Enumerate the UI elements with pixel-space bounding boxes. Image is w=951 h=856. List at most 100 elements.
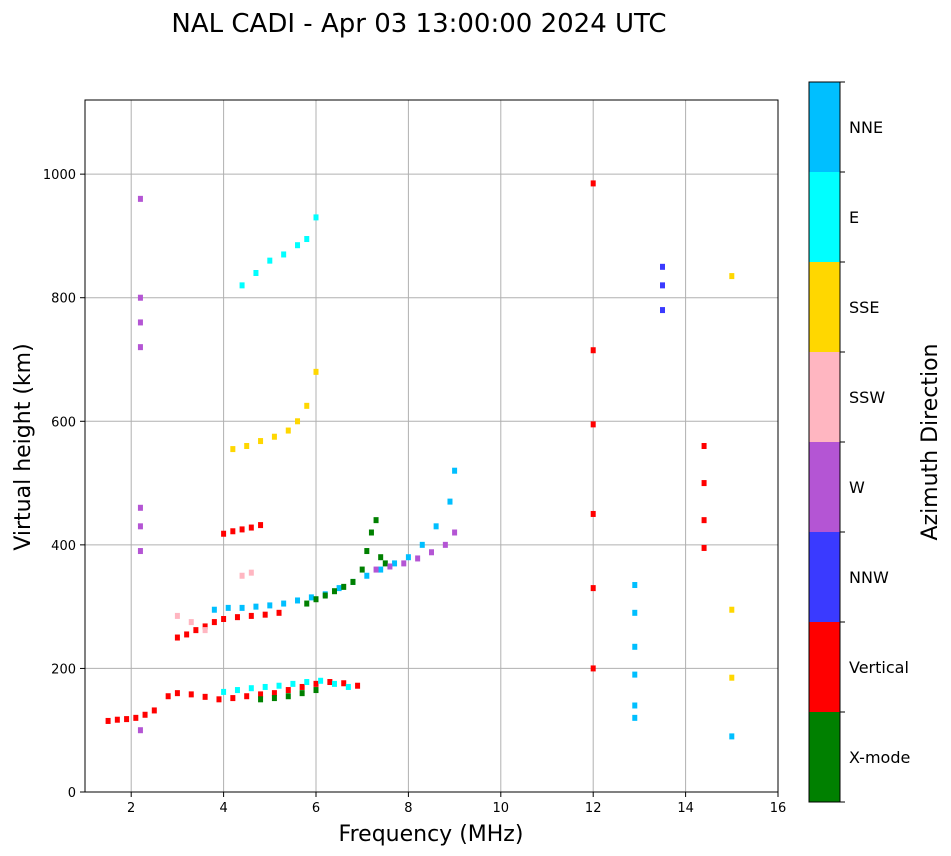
data-point: [137, 195, 143, 202]
y-tick-label: 400: [51, 539, 76, 554]
data-point: [632, 714, 638, 721]
data-point: [267, 257, 273, 264]
data-point: [295, 418, 301, 425]
chart-title: NAL CADI - Apr 03 13:00:00 2024 UTC: [171, 9, 666, 39]
data-point: [341, 680, 347, 687]
data-point: [137, 319, 143, 326]
data-point: [137, 294, 143, 301]
data-point: [355, 682, 361, 689]
data-point: [248, 612, 254, 619]
data-point: [105, 717, 111, 724]
data-point: [660, 282, 665, 289]
data-point: [211, 619, 217, 626]
data-point: [253, 270, 259, 276]
grid: [85, 100, 779, 793]
data-point: [188, 619, 194, 626]
data-point: [313, 596, 319, 603]
data-point: [165, 693, 171, 700]
colorbar-tick-label: SSW: [849, 388, 885, 407]
data-point: [193, 627, 199, 634]
data-point: [114, 716, 120, 723]
data-points: [105, 180, 735, 740]
data-point: [590, 665, 596, 672]
x-tick-label: 12: [585, 801, 602, 816]
data-point: [660, 307, 665, 314]
series-sse: [729, 273, 735, 681]
data-point: [322, 592, 328, 599]
data-point: [239, 282, 245, 289]
data-point: [729, 733, 735, 740]
data-point: [262, 611, 268, 618]
data-point: [258, 691, 264, 698]
data-point: [632, 609, 638, 616]
colorbar-label: Azimuth Direction: [918, 343, 943, 540]
data-point: [271, 690, 277, 697]
data-point: [174, 690, 180, 697]
y-axis-label: Virtual height (km): [11, 343, 36, 550]
series-w: [373, 529, 458, 573]
colorbar-tick-label: X-mode: [849, 748, 910, 767]
plot-frame: [84, 99, 779, 793]
data-point: [258, 696, 264, 703]
data-point: [447, 498, 453, 505]
data-point: [729, 674, 735, 681]
data-point: [415, 555, 421, 562]
data-point: [267, 602, 273, 609]
colorbar-tick-label: Vertical: [849, 658, 909, 677]
colorbar-segment: [809, 712, 840, 802]
data-point: [299, 690, 305, 697]
colorbar-segment: [809, 442, 840, 532]
series-ssw: [174, 569, 254, 634]
data-point: [230, 528, 236, 535]
data-point: [429, 549, 434, 556]
data-point: [345, 683, 351, 690]
colorbar-tick-label: NNW: [849, 568, 889, 587]
data-point: [313, 214, 319, 221]
colorbar-segment: [809, 622, 840, 712]
data-point: [701, 517, 707, 524]
data-point: [341, 583, 347, 590]
series-vertical: [221, 522, 264, 537]
series-e: [221, 677, 351, 695]
data-point: [276, 609, 282, 616]
series-w: [137, 195, 143, 734]
x-tick-label: 8: [404, 801, 412, 816]
data-point: [350, 578, 356, 585]
data-point: [433, 523, 439, 530]
data-point: [590, 421, 596, 428]
colorbar-segment: [809, 172, 840, 262]
colorbar-tick-label: NNE: [849, 118, 883, 137]
x-axis-ticks: 2 4 6 8 10 12 14 16: [127, 792, 786, 816]
data-point: [202, 623, 208, 630]
y-tick-label: 600: [51, 415, 76, 430]
data-point: [262, 683, 268, 690]
data-point: [632, 702, 638, 709]
data-point: [359, 566, 365, 573]
data-point: [234, 614, 240, 621]
data-point: [304, 600, 310, 607]
colorbar-segment: [809, 532, 840, 622]
data-point: [216, 696, 222, 703]
colorbar-tick-label: E: [849, 208, 859, 227]
data-point: [258, 438, 264, 445]
data-point: [137, 344, 143, 351]
data-point: [244, 693, 250, 700]
data-point: [729, 606, 735, 613]
data-point: [174, 634, 180, 641]
data-point: [142, 711, 148, 718]
data-point: [660, 263, 665, 270]
data-point: [318, 677, 324, 684]
data-point: [387, 563, 393, 570]
data-point: [285, 427, 291, 434]
data-point: [378, 554, 384, 561]
x-tick-label: 16: [770, 801, 787, 816]
colorbar-segment: [809, 262, 840, 352]
data-point: [133, 714, 139, 721]
data-point: [248, 524, 254, 531]
data-point: [452, 529, 458, 536]
data-point: [239, 526, 245, 533]
colorbar-tick-label: W: [849, 478, 865, 497]
data-point: [701, 443, 707, 449]
data-point: [331, 680, 337, 687]
